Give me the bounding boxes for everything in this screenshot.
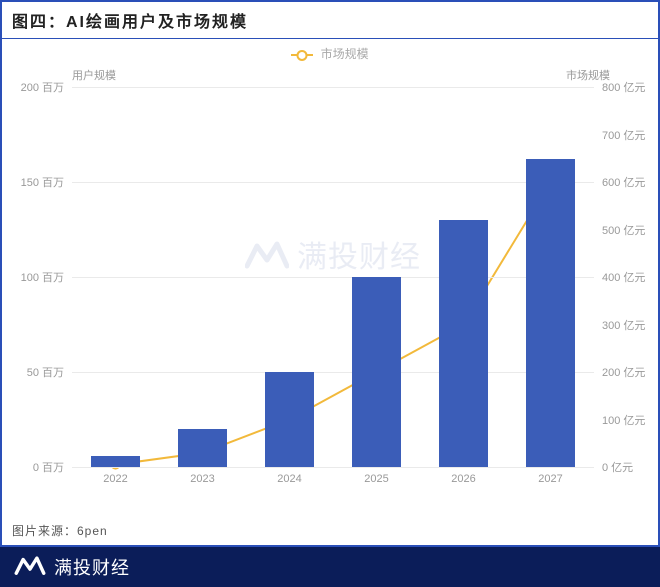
y-left-tick-label: 200 百万: [21, 79, 72, 95]
legend-marker-line: [291, 54, 313, 56]
footer-text: 满投财经: [54, 554, 130, 580]
y-right-tick-label: 600 亿元: [594, 174, 645, 190]
bar: [439, 220, 488, 467]
y-right-tick-label: 400 亿元: [594, 269, 645, 285]
x-tick-label: 2027: [538, 467, 562, 485]
grid-line: [72, 372, 594, 373]
legend-line-label: 市场规模: [321, 47, 369, 61]
bar: [91, 456, 140, 467]
y-right-tick-label: 500 亿元: [594, 222, 645, 238]
y-left-axis-title: 用户规模: [72, 67, 116, 83]
x-tick-label: 2025: [364, 467, 388, 485]
chart-title: 图四：AI绘画用户及市场规模: [2, 2, 658, 39]
y-right-tick-label: 700 亿元: [594, 127, 645, 143]
y-right-tick-label: 0 亿元: [594, 459, 633, 475]
footer-logo-icon: [14, 554, 46, 581]
source-caption: 图片来源：6pen: [12, 522, 108, 539]
grid-line: [72, 182, 594, 183]
plot-region: 满投财经 0 百万50 百万100 百万150 百万200 百万0 亿元100 …: [72, 87, 594, 467]
y-left-tick-label: 0 百万: [33, 459, 72, 475]
y-left-tick-label: 50 百万: [27, 364, 72, 380]
bar: [352, 277, 401, 467]
x-tick-label: 2023: [190, 467, 214, 485]
y-left-tick-label: 100 百万: [21, 269, 72, 285]
brand-footer: 满投财经: [0, 547, 660, 587]
legend: 市场规模: [2, 39, 658, 62]
bar: [178, 429, 227, 467]
bar: [265, 372, 314, 467]
chart-area: 市场规模 用户规模 市场规模 满投财经 0 百万50 百万100 百万150 百…: [2, 39, 658, 501]
x-tick-label: 2026: [451, 467, 475, 485]
x-tick-label: 2024: [277, 467, 301, 485]
chart-card: 图四：AI绘画用户及市场规模 市场规模 用户规模 市场规模 满投财经 0 百万5…: [0, 0, 660, 547]
y-right-tick-label: 200 亿元: [594, 364, 645, 380]
grid-line: [72, 467, 594, 468]
y-right-tick-label: 100 亿元: [594, 412, 645, 428]
y-right-tick-label: 800 亿元: [594, 79, 645, 95]
grid-line: [72, 277, 594, 278]
x-tick-label: 2022: [103, 467, 127, 485]
y-right-tick-label: 300 亿元: [594, 317, 645, 333]
bar: [526, 159, 575, 467]
grid-line: [72, 87, 594, 88]
y-left-tick-label: 150 百万: [21, 174, 72, 190]
